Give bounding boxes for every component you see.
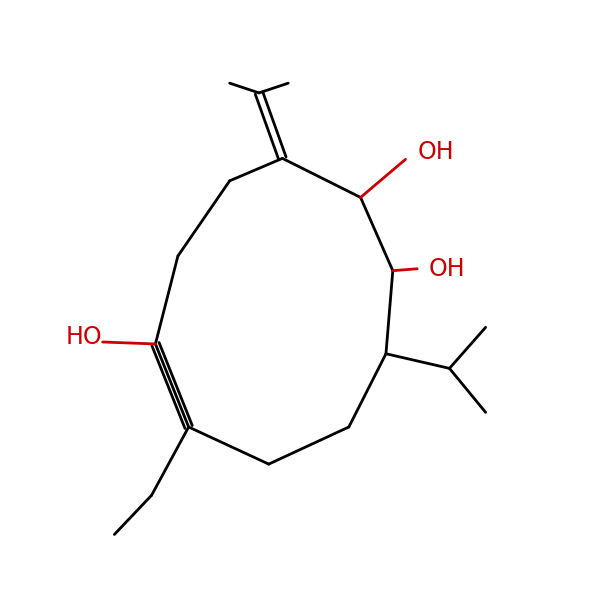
Text: OH: OH: [429, 257, 466, 281]
Text: HO: HO: [65, 325, 102, 349]
Text: OH: OH: [417, 140, 454, 164]
